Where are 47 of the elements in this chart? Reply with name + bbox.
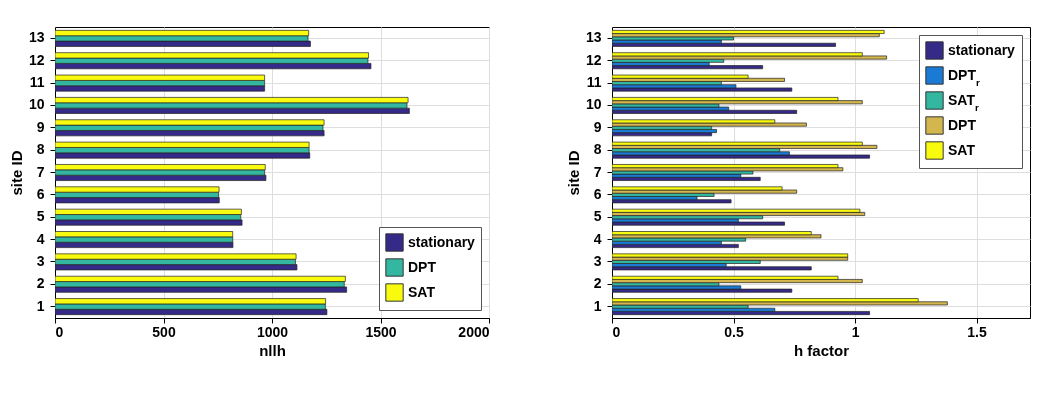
x-tick-label: 1 <box>851 323 860 340</box>
y-tick-label: 3 <box>593 252 602 269</box>
y-tick-label: 11 <box>586 74 602 91</box>
legend-label: SAT$_{r}$ <box>948 91 979 112</box>
y-tick-label: 1 <box>36 297 45 314</box>
x-tick-label: 0 <box>55 323 64 340</box>
y-tick-label: 12 <box>28 51 45 68</box>
legend-label: stationary <box>408 233 476 250</box>
y-tick-label: 6 <box>36 185 45 202</box>
y-tick-label: 8 <box>593 141 602 158</box>
x-tick-label: 500 <box>152 323 176 340</box>
x-tick-label: 1500 <box>365 323 397 340</box>
y-tick-label: 5 <box>593 208 602 225</box>
x-axis-title: h factor <box>793 341 850 359</box>
y-tick-label: 1 <box>593 297 602 314</box>
y-tick-label: 2 <box>593 275 602 292</box>
y-axis-title: site ID <box>7 150 25 196</box>
y-tick-label: 9 <box>593 118 602 135</box>
y-tick-label: 7 <box>36 163 45 180</box>
y-tick-label: 5 <box>36 208 45 225</box>
y-tick-label: 8 <box>36 141 45 158</box>
y-tick-label: 9 <box>36 118 45 135</box>
y-tick-label: 4 <box>593 230 602 247</box>
y-tick-label: 13 <box>585 29 602 46</box>
x-axis-title: nllh <box>259 341 286 359</box>
x-tick-label: 1000 <box>256 323 289 340</box>
y-tick-label: 2 <box>36 275 45 292</box>
y-tick-label: 7 <box>593 163 602 180</box>
x-tick-label: 1.5 <box>967 323 987 340</box>
y-axis-title: site ID <box>564 150 582 196</box>
y-tick-label: 11 <box>29 74 45 91</box>
y-tick-label: 13 <box>28 29 45 46</box>
y-tick-label: 12 <box>585 51 602 68</box>
legend-label: DPT$_{r}$ <box>948 66 980 87</box>
y-tick-label: 10 <box>28 96 45 113</box>
legend-label: stationary <box>948 41 1016 58</box>
y-tick-label: 3 <box>36 252 45 269</box>
y-tick-label: 6 <box>593 185 602 202</box>
x-tick-label: 2000 <box>458 323 490 340</box>
y-tick-label: 4 <box>36 230 45 247</box>
legend-label: SAT <box>948 141 976 158</box>
x-tick-label: 0 <box>612 323 621 340</box>
x-tick-label: 0.5 <box>724 323 744 340</box>
y-tick-label: 10 <box>585 96 602 113</box>
legend-label: SAT <box>408 283 436 300</box>
legend-label: DPT <box>408 258 437 275</box>
legend-label: DPT <box>948 116 977 133</box>
